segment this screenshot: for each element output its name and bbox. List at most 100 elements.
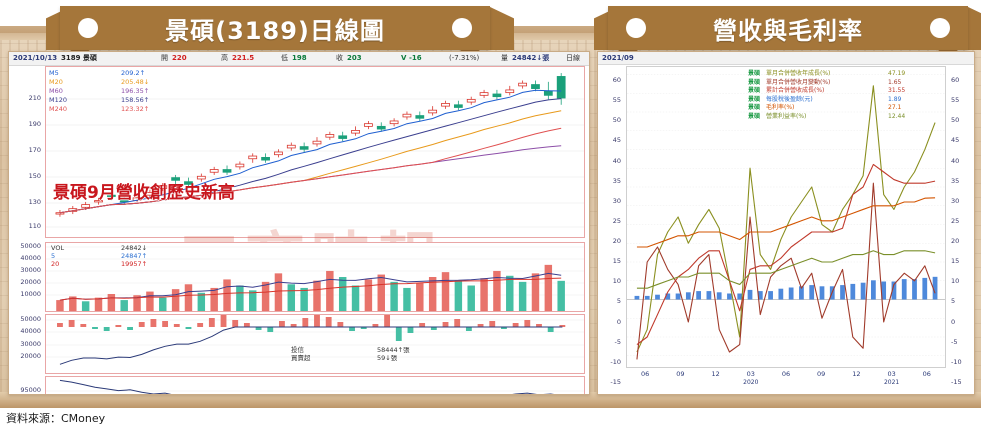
legend-value-5: 12.44 <box>888 112 906 120</box>
right-y-tick-left: 10 <box>612 277 621 286</box>
volume-panel <box>45 242 585 312</box>
quote-code: 3189 景碩 <box>61 54 97 62</box>
right-y-tick-right: -15 <box>951 378 962 386</box>
ma-name-0: M5 <box>49 69 59 77</box>
right-y-tick-left: -15 <box>610 378 621 386</box>
vol-legend-1: 5 24847↑ <box>51 252 147 260</box>
vol-legend-name-0: VOL <box>51 244 65 252</box>
right-x-tick: 06 <box>641 370 650 378</box>
open-value: 220 <box>172 54 187 62</box>
trust-label-1: 投信 <box>291 346 304 354</box>
right-y-axis-left: 60 55 50 45 40 35 30 25 20 15 10 5 0 -5 -10 -15 <box>598 66 624 386</box>
board-bottom-edge <box>0 400 981 408</box>
right-chart-card: 2021/09 60 55 50 45 40 35 30 25 20 15 10 5 0 -5 -10 -15… <box>597 51 975 395</box>
ma-legend: M5 209.2↑ M20 205.48↓ M60 196.35↑ M120 158.5… <box>49 69 169 114</box>
right-y-tick-left: 35 <box>612 176 621 185</box>
right-y-tick-left: 45 <box>612 136 621 145</box>
right-chart-title-plaque: 營收與毛利率 <box>608 6 968 58</box>
price-panel <box>45 66 585 238</box>
plaque-hole-left-icon-2 <box>626 18 646 38</box>
right-y-tick-right: -5 <box>951 337 958 346</box>
right-y-tick-left: 60 <box>612 76 621 84</box>
source-label: 資料來源：CMoney <box>6 412 106 425</box>
legend-tag-2: 景碩 <box>748 87 761 95</box>
ma-name-2: M60 <box>49 87 63 95</box>
right-y-tick-right: 0 <box>951 317 956 326</box>
trust-label-2: 買賣超 <box>291 354 311 362</box>
right-y-tick-left: 40 <box>612 156 621 165</box>
legend-value-3: 1.89 <box>888 95 902 103</box>
right-plot-area <box>626 66 946 368</box>
right-x-tick: 03 <box>746 370 755 378</box>
quote-date: 2021/10/13 <box>13 54 58 62</box>
plaque-hole-left-icon <box>78 18 98 38</box>
plaque-hole-right-icon-2 <box>930 18 950 38</box>
low-label: 低 <box>281 54 288 62</box>
legend-tag-0: 景碩 <box>748 70 761 77</box>
vol-legend-2: 20 19957↑ <box>51 260 147 268</box>
quote-bar: 2021/10/13 3189 景碩 開 220 高 221.5 低 198 收… <box>9 52 589 66</box>
ma-name-3: M120 <box>49 96 68 104</box>
ma-value-2: 196.35↑ <box>121 87 150 95</box>
legend-text-0: 單月合併營收年成長(%) <box>766 70 831 77</box>
legend-value-0: 47.19 <box>888 70 906 77</box>
trust-value-2: 59↓張 <box>377 354 398 362</box>
high-label: 高 <box>221 54 228 62</box>
left-chart-card: 2021/10/13 3189 景碩 開 220 高 221.5 低 198 收… <box>8 51 590 395</box>
change-value: -16 <box>409 54 422 62</box>
legend-tag-4: 景碩 <box>748 104 761 112</box>
vol-legend-name-2: 20 <box>51 260 60 268</box>
right-y-tick-left: 5 <box>616 297 621 306</box>
ma-value-3: 158.56↑ <box>121 96 150 104</box>
vol-legend-value-1: 24847↑ <box>121 252 148 260</box>
right-y-tick-left: -10 <box>610 357 621 366</box>
close-label: 收 <box>336 54 343 62</box>
change-pct: (-7.31%) <box>449 54 480 62</box>
right-y-tick-right: 5 <box>951 297 956 306</box>
volume-label: 量 <box>501 54 508 62</box>
legend-value-2: 31.55 <box>888 87 906 95</box>
right-x-tick: 03 <box>887 370 896 378</box>
left-chart-title-plaque: 景碩(3189)日線圖 <box>60 6 490 58</box>
vol-legend-value-0: 24842↓ <box>121 244 148 252</box>
right-x-tick: 09 <box>676 370 685 378</box>
right-y-tick-right: 25 <box>951 216 960 225</box>
low-value: 198 <box>292 54 307 62</box>
plaque-right-tab-end <box>966 6 981 50</box>
foreign-panel <box>45 376 585 394</box>
price-axis: 210 190 170 150 130 110 <box>28 94 41 230</box>
legend-text-5: 營業利益率(%) <box>766 112 807 120</box>
volume-chart-svg <box>46 246 584 311</box>
plaque-left-tab-end <box>488 6 514 50</box>
right-x-tick: 12 <box>852 370 861 378</box>
right-x-tick: 06 <box>922 370 931 378</box>
right-y-axis-right: 60 55 50 45 40 35 30 25 20 15 10 5 0 -5 -10 -15 <box>948 66 974 386</box>
right-y-tick-left: 15 <box>612 257 621 266</box>
right-period-label: 2021/09 <box>598 52 974 65</box>
legend-value-4: 27.1 <box>888 104 902 112</box>
legend-text-3: 每股稅後盈餘(元) <box>766 95 813 103</box>
legend-text-2: 累計合併營收成長(%) <box>766 87 825 95</box>
change-label: V <box>401 54 407 62</box>
plaque-hole-right-icon <box>452 18 472 38</box>
right-x-tick: 09 <box>817 370 826 378</box>
right-y-tick-left: 25 <box>612 216 621 225</box>
headline-text: 景碩9月營收創歷史新高 <box>53 183 235 203</box>
right-y-tick-left: 30 <box>612 196 621 205</box>
foreign-chart-svg <box>46 379 584 394</box>
trust-axis: 50000 40000 30000 20000 <box>20 315 41 360</box>
foreign-axis: 9500085000 <box>20 386 41 394</box>
ma-name-1: M20 <box>49 78 63 86</box>
vol-legend-name-1: 5 <box>51 252 56 260</box>
left-chart-title: 景碩(3189)日線圖 <box>165 16 385 45</box>
right-y-tick-left: 20 <box>612 237 621 246</box>
right-y-tick-right: 10 <box>951 277 960 286</box>
legend-value-1: 1.65 <box>888 78 902 86</box>
right-y-tick-right: 50 <box>951 116 960 125</box>
open-label: 開 <box>161 54 168 62</box>
close-value: 203 <box>347 54 362 62</box>
right-y-tick-left: 55 <box>612 96 621 105</box>
legend-text-4: 毛利率(%) <box>766 104 795 112</box>
ma-value-1: 205.48↓ <box>121 78 150 86</box>
right-y-tick-right: 60 <box>951 76 960 84</box>
